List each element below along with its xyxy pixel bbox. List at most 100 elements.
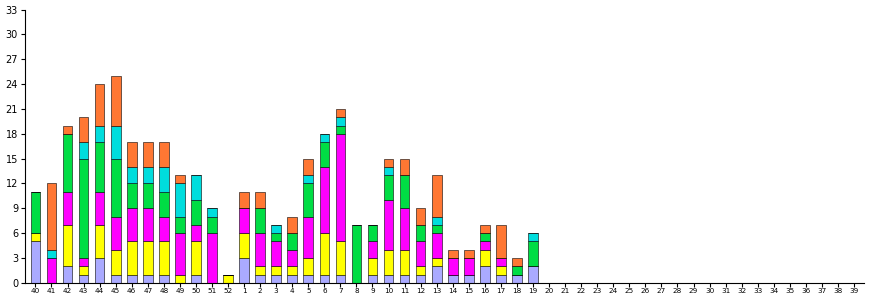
Bar	[271, 233, 281, 242]
Bar	[110, 159, 121, 217]
Bar	[431, 233, 441, 258]
Bar	[143, 142, 152, 167]
Bar	[110, 274, 121, 283]
Bar	[512, 258, 521, 266]
Bar	[95, 192, 104, 225]
Bar	[368, 225, 377, 242]
Bar	[335, 109, 345, 117]
Bar	[527, 233, 537, 242]
Bar	[127, 142, 136, 167]
Bar	[175, 184, 184, 217]
Bar	[480, 266, 489, 283]
Bar	[95, 142, 104, 192]
Bar	[143, 242, 152, 274]
Bar	[63, 192, 72, 225]
Bar	[495, 266, 505, 274]
Bar	[191, 200, 201, 225]
Bar	[415, 208, 425, 225]
Bar	[383, 250, 393, 274]
Bar	[207, 233, 216, 283]
Bar	[335, 117, 345, 125]
Bar	[127, 242, 136, 274]
Bar	[463, 274, 473, 283]
Bar	[303, 175, 313, 184]
Bar	[79, 117, 89, 142]
Bar	[271, 225, 281, 233]
Bar	[239, 258, 249, 283]
Bar	[255, 233, 265, 266]
Bar	[303, 258, 313, 274]
Bar	[368, 258, 377, 274]
Bar	[47, 250, 56, 258]
Bar	[159, 167, 169, 192]
Bar	[175, 217, 184, 233]
Bar	[303, 159, 313, 175]
Bar	[335, 134, 345, 242]
Bar	[127, 184, 136, 208]
Bar	[239, 192, 249, 208]
Bar	[207, 217, 216, 233]
Bar	[335, 274, 345, 283]
Bar	[95, 84, 104, 125]
Bar	[191, 175, 201, 200]
Bar	[110, 76, 121, 125]
Bar	[383, 200, 393, 250]
Bar	[463, 250, 473, 258]
Bar	[191, 242, 201, 274]
Bar	[448, 258, 457, 274]
Bar	[63, 134, 72, 192]
Bar	[400, 250, 409, 274]
Bar	[303, 274, 313, 283]
Bar	[480, 242, 489, 250]
Bar	[368, 242, 377, 258]
Bar	[415, 242, 425, 266]
Bar	[63, 225, 72, 266]
Bar	[303, 217, 313, 258]
Bar	[223, 274, 233, 283]
Bar	[175, 175, 184, 184]
Bar	[271, 242, 281, 266]
Bar	[319, 167, 328, 233]
Bar	[30, 242, 40, 283]
Bar	[368, 274, 377, 283]
Bar	[383, 175, 393, 200]
Bar	[110, 250, 121, 274]
Bar	[79, 266, 89, 274]
Bar	[495, 274, 505, 283]
Bar	[175, 274, 184, 283]
Bar	[383, 274, 393, 283]
Bar	[239, 233, 249, 258]
Bar	[110, 217, 121, 250]
Bar	[30, 233, 40, 242]
Bar	[191, 274, 201, 283]
Bar	[95, 125, 104, 142]
Bar	[159, 274, 169, 283]
Bar	[47, 184, 56, 250]
Bar	[271, 274, 281, 283]
Bar	[400, 274, 409, 283]
Bar	[207, 208, 216, 217]
Bar	[431, 258, 441, 266]
Bar	[287, 233, 296, 250]
Bar	[527, 242, 537, 266]
Bar	[159, 192, 169, 217]
Bar	[95, 225, 104, 258]
Bar	[287, 250, 296, 266]
Bar	[480, 225, 489, 233]
Bar	[63, 266, 72, 283]
Bar	[480, 250, 489, 266]
Bar	[255, 274, 265, 283]
Bar	[431, 217, 441, 225]
Bar	[110, 125, 121, 159]
Bar	[400, 159, 409, 175]
Bar	[400, 175, 409, 208]
Bar	[79, 258, 89, 266]
Bar	[400, 208, 409, 250]
Bar	[271, 266, 281, 274]
Bar	[383, 167, 393, 175]
Bar	[512, 266, 521, 274]
Bar	[335, 242, 345, 274]
Bar	[319, 233, 328, 274]
Bar	[480, 233, 489, 242]
Bar	[143, 167, 152, 184]
